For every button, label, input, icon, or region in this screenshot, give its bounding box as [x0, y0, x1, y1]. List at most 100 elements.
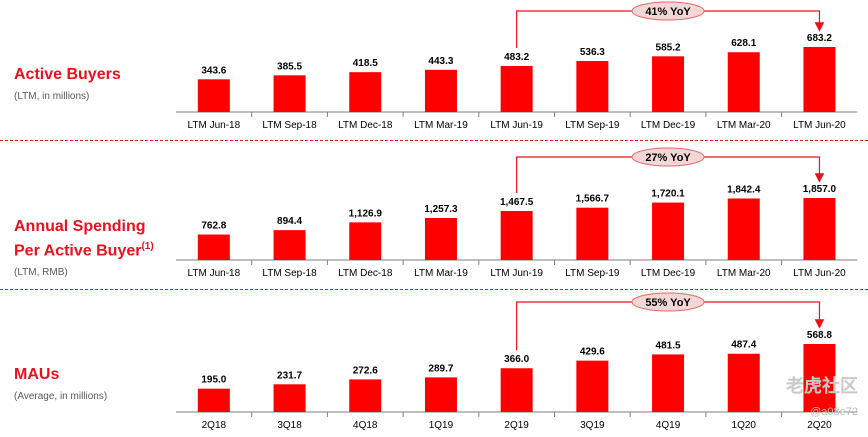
data-label: 568.8	[807, 330, 832, 341]
tick-label: 4Q18	[353, 420, 378, 431]
bar	[727, 353, 760, 412]
panel-maus-label: MAUs (Average, in millions)	[14, 365, 107, 402]
bar	[197, 388, 230, 412]
tick-label: LTM Jun-20	[793, 268, 846, 279]
tick-label: LTM Jun-19	[490, 120, 543, 131]
bar	[349, 72, 382, 112]
data-label: 536.3	[580, 47, 605, 58]
bar	[424, 69, 457, 112]
data-label: 1,126.9	[349, 208, 383, 219]
panel-title: Active Buyers	[14, 66, 121, 83]
data-label: 762.8	[201, 221, 226, 232]
tick-label: LTM Jun-20	[793, 120, 846, 131]
bar	[349, 222, 382, 260]
bar	[576, 207, 609, 260]
watermark: 老虎社区	[786, 376, 858, 396]
data-label: 289.7	[428, 363, 453, 374]
data-label: 1,857.0	[803, 184, 837, 195]
tick-label: 4Q19	[656, 420, 681, 431]
tick-label: 1Q20	[732, 420, 757, 431]
data-label: 483.2	[504, 52, 529, 63]
tick-label: 2Q20	[807, 420, 832, 431]
bar	[500, 368, 533, 412]
panel-title: MAUs	[14, 366, 60, 383]
bar	[349, 379, 382, 412]
tick-label: LTM Mar-19	[414, 120, 468, 131]
bar	[803, 47, 836, 112]
watermark-sub: @a08e72	[810, 406, 858, 418]
tick-label: 1Q19	[429, 420, 454, 431]
tick-label: LTM Jun-18	[188, 120, 241, 131]
yoy-bubble	[631, 1, 705, 21]
data-label: 343.6	[201, 65, 226, 76]
yoy-bubble	[631, 147, 705, 167]
panel-subtitle: (Average, in millions)	[14, 391, 108, 402]
bar	[727, 52, 760, 112]
data-label: 1,720.1	[651, 189, 685, 200]
bar	[652, 354, 685, 412]
data-label: 894.4	[277, 216, 302, 227]
data-label: 231.7	[277, 370, 302, 381]
tick-label: LTM Dec-19	[641, 120, 696, 131]
panel-subtitle: (LTM, RMB)	[14, 267, 68, 279]
bar	[576, 360, 609, 412]
bar	[652, 56, 685, 112]
bar	[273, 230, 306, 260]
tick-label: 3Q18	[277, 420, 302, 431]
bar	[652, 202, 685, 260]
data-label: 366.0	[504, 354, 529, 365]
tick-label: LTM Dec-18	[338, 120, 393, 131]
tick-label: 3Q19	[580, 420, 605, 431]
panel-spending-label: Annual Spending Per Active Buyer(1) (LTM…	[14, 217, 154, 278]
tick-label: LTM Jun-19	[490, 268, 543, 279]
data-label: 429.6	[580, 347, 605, 358]
panel-divider	[0, 140, 868, 141]
data-label: 1,257.3	[424, 204, 458, 215]
yoy-label: 27% YoY	[645, 152, 691, 164]
bar	[803, 344, 836, 412]
data-label: 487.4	[731, 340, 756, 351]
data-label: 418.5	[353, 58, 378, 69]
tick-label: LTM Dec-19	[641, 268, 696, 279]
data-label: 1,566.7	[576, 194, 610, 205]
bar	[273, 75, 306, 112]
tick-label: 2Q18	[202, 420, 227, 431]
panel-active-buyers-label: Active Buyers (LTM, in millions)	[14, 65, 121, 102]
data-label: 1,467.5	[500, 197, 534, 208]
panel-subtitle: (LTM, in millions)	[14, 91, 90, 102]
bar	[424, 218, 457, 260]
yoy-label: 41% YoY	[645, 6, 691, 18]
bar	[500, 211, 533, 260]
data-label: 443.3	[428, 56, 453, 67]
yoy-bubble	[631, 292, 705, 312]
tick-label: LTM Sep-19	[565, 268, 620, 279]
bar	[197, 79, 230, 112]
data-label: 1,842.4	[727, 184, 761, 195]
data-label: 628.1	[731, 38, 756, 49]
tick-label: LTM Jun-18	[188, 268, 241, 279]
bar	[273, 384, 306, 412]
tick-label: LTM Mar-20	[717, 268, 771, 279]
tick-label: LTM Mar-20	[717, 120, 771, 131]
bar	[576, 60, 609, 112]
data-label: 683.2	[807, 33, 832, 44]
data-label: 385.5	[277, 61, 302, 72]
tick-label: LTM Mar-19	[414, 268, 468, 279]
panel-divider	[0, 289, 868, 290]
panel-title: Annual Spending Per Active Buyer(1)	[14, 218, 154, 260]
tick-label: LTM Sep-18	[262, 268, 317, 279]
tick-label: LTM Sep-18	[262, 120, 317, 131]
data-label: 272.6	[353, 365, 378, 376]
bar	[727, 198, 760, 260]
data-label: 585.2	[656, 42, 681, 53]
yoy-label: 55% YoY	[645, 297, 691, 309]
data-label: 195.0	[201, 375, 226, 386]
data-label: 481.5	[656, 340, 681, 351]
bar	[424, 377, 457, 412]
tick-label: 2Q19	[504, 420, 529, 431]
bar	[500, 66, 533, 112]
footnote-marker: (1)	[141, 241, 154, 252]
tick-label: LTM Sep-19	[565, 120, 620, 131]
tick-label: LTM Dec-18	[338, 268, 393, 279]
